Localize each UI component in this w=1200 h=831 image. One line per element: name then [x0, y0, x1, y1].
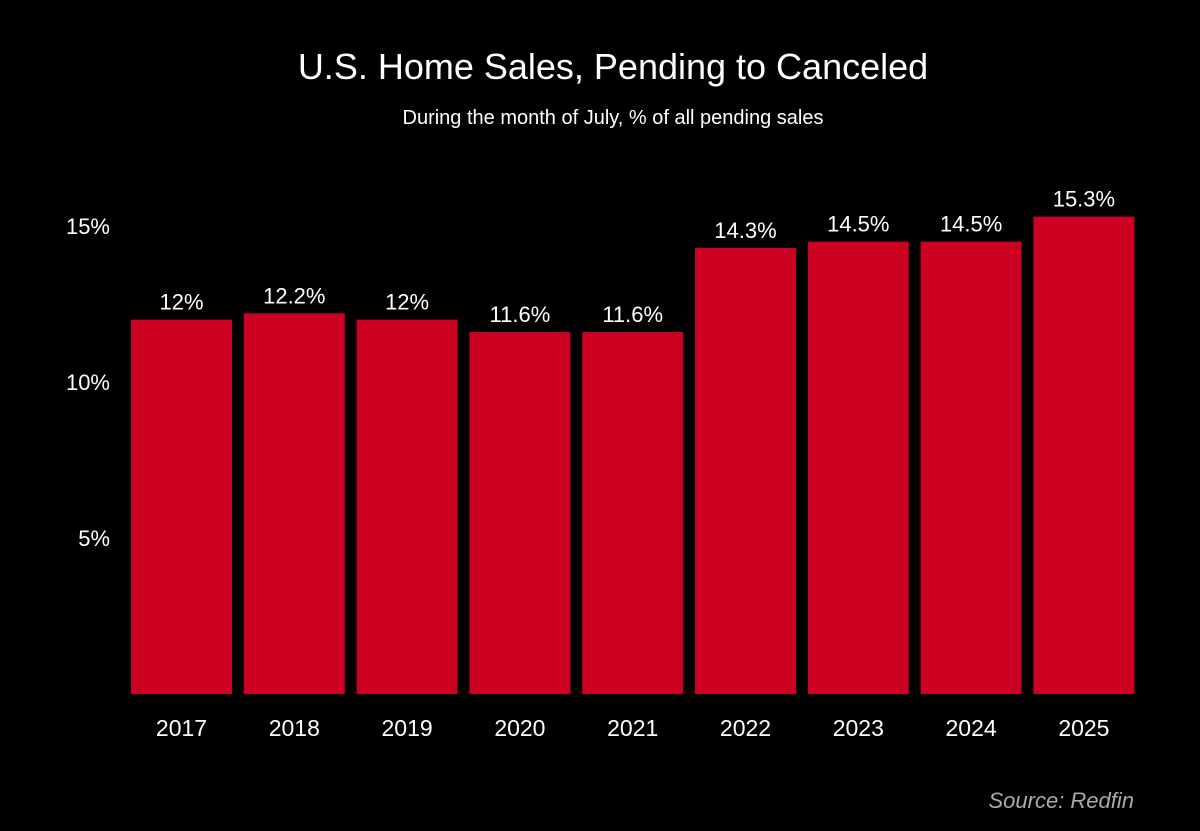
bar-2017 — [131, 319, 232, 694]
data-label: 15.3% — [1053, 187, 1115, 212]
x-tick-label: 2024 — [946, 715, 997, 741]
bar-2025 — [1033, 216, 1135, 694]
data-label: 12% — [385, 290, 429, 315]
y-tick-label: 15% — [66, 214, 110, 239]
x-tick-label: 2025 — [1058, 715, 1109, 741]
data-label: 14.5% — [827, 212, 889, 237]
y-tick-label: 10% — [66, 370, 110, 395]
bar-2021 — [582, 332, 684, 694]
bar-2019 — [356, 319, 458, 694]
chart-subtitle: During the month of July, % of all pendi… — [402, 107, 824, 129]
x-tick-label: 2023 — [833, 715, 884, 741]
data-label: 14.3% — [714, 218, 776, 243]
chart-title: U.S. Home Sales, Pending to Canceled — [297, 46, 929, 87]
x-tick-label: 2018 — [269, 715, 320, 741]
bar-2018 — [243, 313, 345, 694]
data-label: 12% — [159, 290, 203, 315]
data-label: 11.6% — [490, 302, 551, 327]
bar-2020 — [469, 332, 571, 694]
x-tick-label: 2021 — [607, 715, 658, 741]
y-tick-label: 5% — [78, 526, 110, 551]
data-label: 11.6% — [602, 302, 663, 327]
source-note: Source: Redfin — [988, 788, 1134, 813]
x-tick-label: 2019 — [382, 715, 433, 741]
bar-2024 — [920, 241, 1022, 694]
x-tick-label: 2022 — [720, 715, 771, 741]
bar-2023 — [807, 241, 909, 694]
data-label: 14.5% — [940, 212, 1002, 237]
x-tick-label: 2017 — [156, 715, 207, 741]
x-tick-label: 2020 — [494, 715, 545, 741]
data-label: 12.2% — [263, 283, 325, 308]
bar-2022 — [695, 247, 796, 694]
